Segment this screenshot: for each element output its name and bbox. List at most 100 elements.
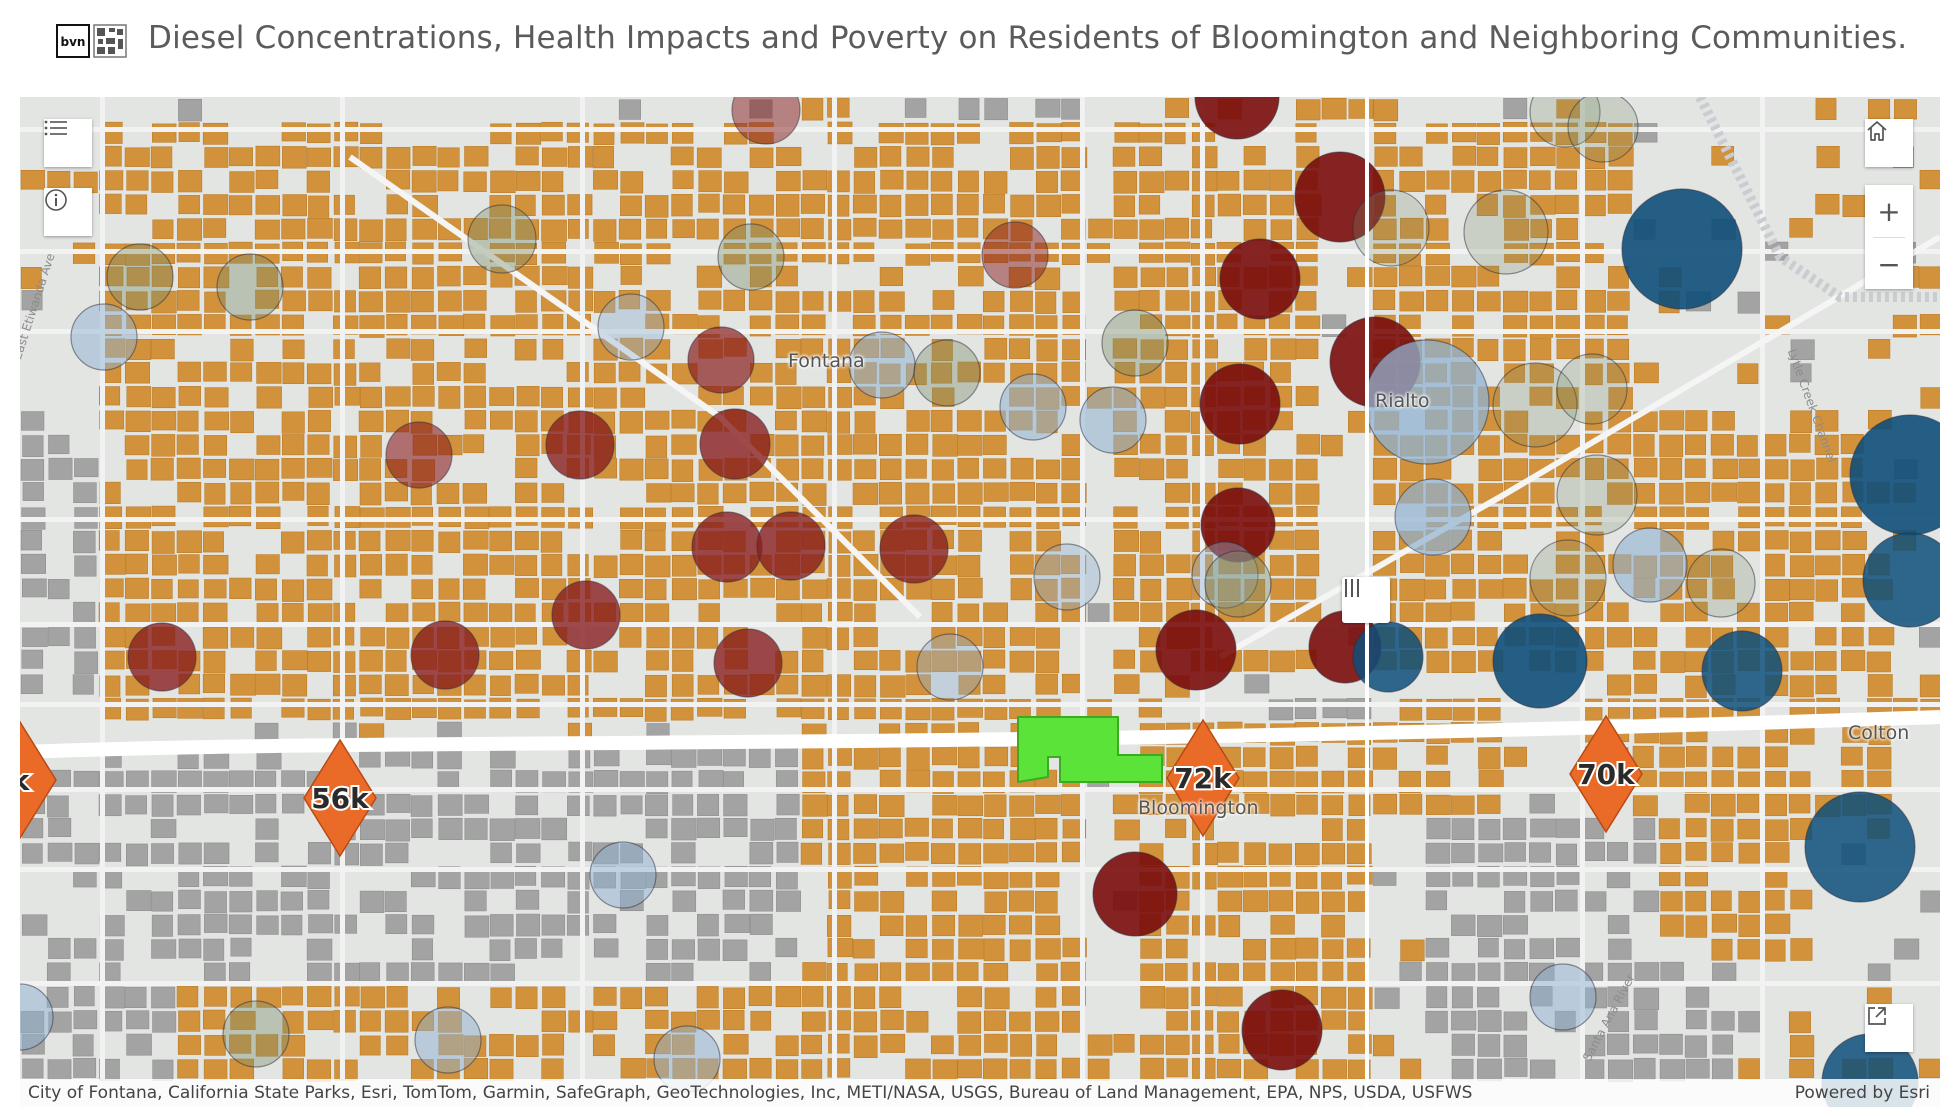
parcel <box>124 530 149 552</box>
parcel <box>385 698 412 720</box>
parcel <box>1009 1059 1031 1079</box>
parcel <box>1710 434 1734 456</box>
map-view[interactable]: k 56k 72k 70k Fontana Rialto Bloomington Co… <box>20 97 1940 1107</box>
diesel-concentration-circle[interactable] <box>1033 543 1101 611</box>
diesel-concentration-circle[interactable] <box>1204 550 1272 618</box>
diesel-concentration-circle[interactable] <box>127 622 197 692</box>
swipe-handle[interactable] <box>1342 577 1390 623</box>
diesel-concentration-circle[interactable] <box>1219 238 1301 320</box>
logo-text: bvn <box>61 35 86 49</box>
income-marker-shape[interactable] <box>303 738 377 858</box>
diesel-concentration-circle[interactable] <box>1200 487 1276 563</box>
diesel-concentration-circle[interactable] <box>879 514 949 584</box>
diesel-concentration-circle[interactable] <box>385 421 453 489</box>
diesel-concentration-circle[interactable] <box>597 293 665 361</box>
diesel-concentration-circle[interactable] <box>1199 363 1281 445</box>
diesel-concentration-circle[interactable] <box>713 628 783 698</box>
diesel-concentration-circle[interactable] <box>1804 791 1916 903</box>
diesel-concentration-circle[interactable] <box>1463 189 1549 275</box>
diesel-concentration-circle[interactable] <box>1701 630 1783 712</box>
map-canvas[interactable]: k 56k 72k 70k <box>20 97 1940 1107</box>
diesel-concentration-circle[interactable] <box>1079 386 1147 454</box>
diesel-concentration-circle[interactable] <box>1556 454 1638 536</box>
diesel-concentration-circle[interactable] <box>216 253 284 321</box>
zoom-in-button[interactable]: + <box>1877 194 1901 228</box>
diesel-concentration-circle[interactable] <box>1492 362 1578 448</box>
legend-button[interactable] <box>44 119 92 167</box>
diesel-concentration-circle[interactable] <box>916 633 984 701</box>
diesel-concentration-circle[interactable] <box>717 223 785 291</box>
parcel <box>1529 386 1553 406</box>
parcel <box>853 1035 878 1058</box>
parcel <box>1035 291 1057 314</box>
diesel-concentration-circle[interactable] <box>1492 613 1588 709</box>
diesel-concentration-circle[interactable] <box>691 511 763 583</box>
diesel-concentration-circle[interactable] <box>1092 851 1178 937</box>
diesel-concentration-circle[interactable] <box>756 511 826 581</box>
diesel-concentration-circle[interactable] <box>1194 97 1280 140</box>
diesel-concentration-circle[interactable] <box>467 204 537 274</box>
diesel-concentration-circle[interactable] <box>545 410 615 480</box>
diesel-circle-layer[interactable] <box>20 97 1940 1107</box>
diesel-concentration-circle[interactable] <box>731 97 801 145</box>
parcel <box>905 938 928 959</box>
diesel-concentration-circle[interactable] <box>1621 188 1743 310</box>
diesel-concentration-circle[interactable] <box>999 373 1067 441</box>
diesel-concentration-circle[interactable] <box>981 221 1049 289</box>
diesel-concentration-circle[interactable] <box>20 983 54 1051</box>
parcel <box>1685 818 1707 838</box>
road <box>20 702 1940 707</box>
diesel-concentration-circle[interactable] <box>1352 189 1430 267</box>
diesel-concentration-circle[interactable] <box>1862 532 1940 628</box>
diesel-concentration-circle[interactable] <box>1529 539 1607 617</box>
home-button[interactable] <box>1865 119 1913 167</box>
diesel-concentration-circle[interactable] <box>589 841 657 909</box>
zoom-out-button[interactable]: − <box>1877 247 1901 281</box>
diesel-concentration-circle[interactable] <box>414 1006 482 1074</box>
income-marker-shape[interactable] <box>20 720 57 840</box>
diesel-concentration-circle[interactable] <box>1294 151 1386 243</box>
income-marker[interactable]: 56k <box>303 738 377 858</box>
income-marker[interactable]: 70k <box>1569 714 1643 834</box>
income-marker-shape[interactable] <box>1569 714 1643 834</box>
diesel-concentration-circle[interactable] <box>1241 989 1323 1071</box>
parcel <box>671 939 695 960</box>
diesel-concentration-circle[interactable] <box>1612 527 1688 603</box>
income-marker-shape[interactable] <box>1166 718 1240 838</box>
diesel-concentration-circle[interactable] <box>699 408 771 480</box>
parcel <box>411 914 435 935</box>
diesel-concentration-circle[interactable] <box>1556 353 1628 425</box>
income-marker[interactable]: 72k <box>1166 718 1240 838</box>
powered-by-esri-link[interactable]: Powered by Esri <box>1794 1083 1930 1103</box>
parcel <box>1296 505 1318 526</box>
diesel-concentration-circle[interactable] <box>551 580 621 650</box>
parcel <box>99 842 122 862</box>
parcel <box>1269 483 1293 505</box>
highlighted-parcel[interactable] <box>1017 716 1163 784</box>
diesel-concentration-circle[interactable] <box>1529 963 1597 1031</box>
diesel-concentration-circle[interactable] <box>1101 309 1169 377</box>
diesel-concentration-circle[interactable] <box>410 620 480 690</box>
income-marker[interactable]: k <box>20 720 57 840</box>
parcel <box>1138 698 1162 718</box>
parcel <box>463 530 489 550</box>
diesel-concentration-circle[interactable] <box>1352 621 1424 693</box>
diesel-concentration-circle[interactable] <box>1686 548 1756 618</box>
diesel-concentration-circle[interactable] <box>1155 609 1237 691</box>
parcel <box>1841 650 1866 671</box>
diesel-concentration-circle[interactable] <box>1567 97 1639 163</box>
diesel-concentration-circle[interactable] <box>687 326 755 394</box>
share-button[interactable] <box>1865 1004 1913 1052</box>
diesel-concentration-circle[interactable] <box>1191 541 1259 609</box>
diesel-concentration-circle[interactable] <box>106 243 174 311</box>
road <box>1760 97 1765 1079</box>
highlight-parcel-layer[interactable] <box>1017 716 1163 784</box>
income-marker-layer[interactable]: k 56k 72k 70k <box>20 714 1643 858</box>
parcel <box>932 914 956 937</box>
diesel-concentration-circle[interactable] <box>222 1000 290 1068</box>
diesel-concentration-circle[interactable] <box>1394 478 1472 556</box>
diesel-concentration-circle[interactable] <box>1529 97 1601 148</box>
diesel-concentration-circle[interactable] <box>70 303 138 371</box>
info-button[interactable] <box>44 188 92 236</box>
diesel-concentration-circle[interactable] <box>913 339 981 407</box>
